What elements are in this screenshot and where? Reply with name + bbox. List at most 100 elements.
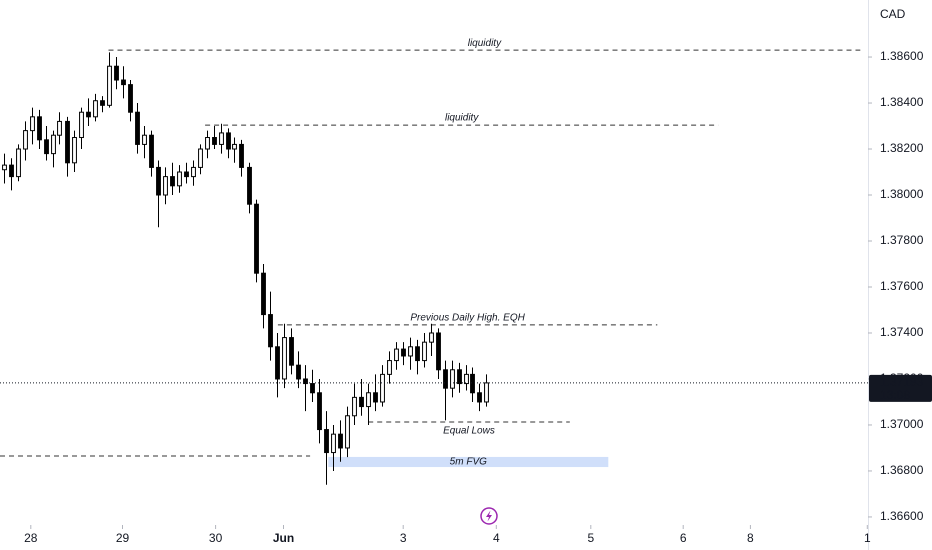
candle-body xyxy=(366,392,371,408)
y-tick-label: 1.38200 xyxy=(880,141,924,155)
candle-body xyxy=(380,373,385,403)
candle-body xyxy=(177,171,182,187)
candle-body xyxy=(163,176,168,196)
candle-body xyxy=(373,392,378,403)
candle-body xyxy=(401,348,406,357)
candle-body xyxy=(338,433,343,449)
candle-body xyxy=(422,341,427,362)
level-label: liquidity xyxy=(445,113,479,124)
x-tick-label: 30 xyxy=(209,531,223,545)
candle-body xyxy=(296,364,301,380)
event-icon[interactable] xyxy=(480,507,498,525)
y-tick-label: 1.38000 xyxy=(880,187,924,201)
x-tick-label: 5 xyxy=(587,531,594,545)
candle-body xyxy=(282,337,287,380)
currency-label: CAD xyxy=(880,7,906,21)
candle-body xyxy=(415,346,420,362)
y-tick-label: 1.36600 xyxy=(880,509,924,523)
candle-body xyxy=(429,332,434,343)
candle-body xyxy=(275,346,280,380)
y-tick-label: 1.38400 xyxy=(880,95,924,109)
candle-body xyxy=(394,348,399,362)
candle-body xyxy=(303,378,308,385)
last-price-label: 1.37183 xyxy=(880,375,924,389)
x-tick-label: 1 xyxy=(864,531,871,545)
candle-body xyxy=(254,203,259,274)
candle-body xyxy=(387,360,392,375)
candle-body xyxy=(79,111,84,139)
candle-body xyxy=(23,130,28,150)
candle-body xyxy=(51,134,56,155)
candle-body xyxy=(226,132,231,150)
candle-body xyxy=(57,120,62,136)
candle-body xyxy=(470,373,475,394)
candle-body xyxy=(205,137,210,150)
candle-body xyxy=(268,314,273,348)
candle-body xyxy=(107,65,112,106)
candle-body xyxy=(477,392,482,403)
fvg-zone xyxy=(328,456,609,468)
countdown-label: 13:08 xyxy=(880,388,910,402)
candle-body xyxy=(135,111,140,145)
y-tick-label: 1.37400 xyxy=(880,325,924,339)
candle-body xyxy=(443,369,448,389)
candle-body xyxy=(142,134,147,145)
candle-body xyxy=(212,137,217,145)
candle-body xyxy=(149,134,154,168)
y-tick-label: 1.36800 xyxy=(880,463,924,477)
last-price-box xyxy=(869,374,932,402)
candle-body xyxy=(100,100,105,106)
candle-body xyxy=(408,346,413,357)
candle-body xyxy=(464,373,469,385)
candle-body xyxy=(72,137,77,164)
x-tick-label: 28 xyxy=(24,531,38,545)
candle-body xyxy=(2,164,7,171)
x-tick-label: Jun xyxy=(273,531,294,545)
y-tick-label: 1.37600 xyxy=(880,279,924,293)
candle-body xyxy=(352,396,357,417)
candle-body xyxy=(219,132,224,145)
candle-body xyxy=(93,100,98,118)
candle-body xyxy=(44,139,49,155)
candle-body xyxy=(289,337,294,366)
candle-body xyxy=(331,433,336,454)
candle-body xyxy=(359,396,364,408)
candle-body xyxy=(30,116,35,132)
candle-body xyxy=(170,176,175,187)
zone-label: 5m FVG xyxy=(450,457,487,468)
y-tick-label: 1.37800 xyxy=(880,233,924,247)
candle-body xyxy=(239,143,244,168)
candle-body xyxy=(184,171,189,178)
level-label: liquidity xyxy=(468,38,502,49)
candle-body xyxy=(484,382,489,403)
candle-body xyxy=(65,120,70,164)
candle-body xyxy=(191,166,196,178)
candle-body xyxy=(37,116,42,141)
x-tick-label: 8 xyxy=(747,531,754,545)
candle-body xyxy=(114,65,119,81)
candle-body xyxy=(324,429,329,454)
x-tick-label: 3 xyxy=(400,531,407,545)
candle-body xyxy=(310,383,315,394)
candle-body xyxy=(156,166,161,196)
candle-body xyxy=(345,415,350,449)
level-label: Equal Lows xyxy=(443,426,495,437)
candle-body xyxy=(198,148,203,168)
candle-body xyxy=(16,148,21,178)
candle-body xyxy=(121,79,126,86)
level-label: Previous Daily High. EQH xyxy=(410,313,525,324)
candle-body xyxy=(457,369,462,385)
x-tick-label: 29 xyxy=(116,531,130,545)
candle-body xyxy=(247,166,252,205)
y-tick-label: 1.37000 xyxy=(880,417,924,431)
candle-body xyxy=(436,332,441,371)
x-tick-label: 4 xyxy=(493,531,500,545)
candle-body xyxy=(9,164,14,178)
candle-body xyxy=(450,369,455,389)
candle-body xyxy=(317,392,322,431)
candle-body xyxy=(86,111,91,118)
candle-body xyxy=(232,143,237,150)
y-tick-label: 1.38600 xyxy=(880,49,924,63)
x-tick-label: 6 xyxy=(680,531,687,545)
